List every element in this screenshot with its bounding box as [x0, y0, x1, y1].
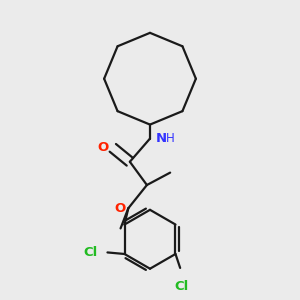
Text: O: O [114, 202, 125, 215]
Text: O: O [98, 141, 109, 154]
Text: H: H [166, 132, 175, 145]
Text: N: N [156, 132, 167, 145]
Text: Cl: Cl [175, 280, 189, 293]
Text: Cl: Cl [83, 246, 98, 259]
